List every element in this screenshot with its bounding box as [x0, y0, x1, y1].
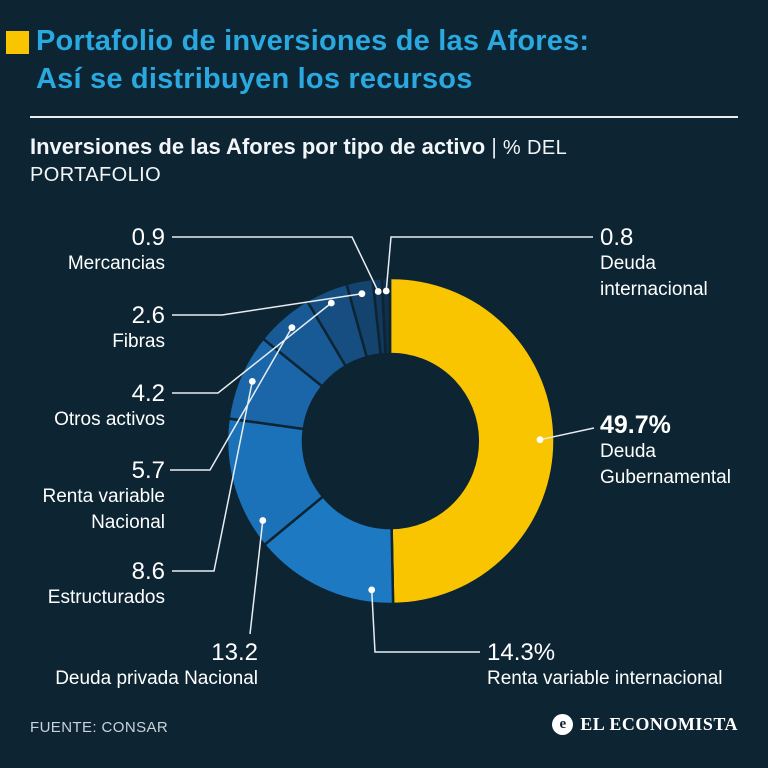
leader-dot-estructurados: [248, 378, 256, 385]
callout-label: Estructurados: [47, 587, 165, 608]
leader-dot-mercancias: [374, 288, 382, 295]
publisher-logo: e EL ECONOMISTA: [552, 714, 738, 735]
callout-estructurados: 8.6 Estructurados: [48, 558, 165, 611]
chart-title-separator: |: [491, 134, 497, 159]
source-note: FUENTE: CONSAR: [30, 719, 169, 736]
callout-value: 2.6: [131, 302, 165, 329]
leader-line-renta-variable-nacional: [170, 327, 293, 471]
callout-value: 4.2: [131, 380, 165, 407]
leader-dot-deuda-privada-nacional: [259, 517, 267, 524]
leader-dot-deuda-internacional: [382, 287, 390, 295]
callout-value: 5.7: [131, 457, 165, 484]
divider: [30, 116, 738, 118]
callout-label: Deuda internacional: [600, 253, 708, 300]
callout-deuda-internacional: 0.8 Deuda internacional: [600, 224, 708, 303]
page-title: Portafolio de inversiones de las Afores:…: [36, 25, 590, 95]
chart-title: Inversiones de las Afores por tipo de ac…: [30, 134, 567, 187]
callout-value: 0.8: [600, 224, 634, 251]
leader-line-fibras: [172, 292, 363, 316]
leader-dot-deuda-gubernamental: [536, 436, 544, 444]
callout-deuda-privada-nacional: 13.2 Deuda privada Nacional: [55, 639, 258, 692]
accent-square: [6, 31, 29, 54]
leader-line-renta-variable-internacional: [370, 589, 480, 653]
callout-label: Mercancias: [67, 253, 165, 274]
chart-title-main: Inversiones de las Afores por tipo de ac…: [30, 134, 486, 159]
callout-label: Renta variable Nacional: [42, 486, 165, 533]
el-economista-logo-icon: e: [552, 714, 574, 735]
callout-renta-variable-nacional: 5.7 Renta variable Nacional: [42, 457, 165, 536]
callout-otros-activos: 4.2 Otros activos: [54, 380, 165, 433]
publisher-name: EL ECONOMISTA: [580, 714, 738, 734]
leader-line-deuda-gubernamental: [539, 427, 595, 441]
leader-dot-fibras: [358, 290, 366, 298]
leader-line-deuda-privada-nacional: [249, 520, 264, 635]
callout-fibras: 2.6 Fibras: [112, 302, 165, 355]
chart-title-unit-line2: PORTAFOLIO: [30, 164, 162, 186]
callout-label: Deuda Gubernamental: [600, 441, 731, 488]
callout-value: 14.3%: [487, 639, 556, 666]
callout-label: Fibras: [112, 331, 165, 352]
callout-mercancias: 0.9 Mercancias: [68, 224, 165, 277]
leader-dot-renta-variable-nacional: [288, 324, 296, 331]
callout-value: 49.7%: [600, 411, 671, 439]
leader-dot-renta-variable-internacional: [368, 586, 376, 594]
callout-label: Renta variable internacional: [487, 668, 723, 689]
callout-label: Otros activos: [54, 409, 165, 430]
leader-dot-otros-activos: [327, 299, 335, 307]
donut-segment-deuda-gubernamental: [388, 276, 556, 606]
callout-label: Deuda privada Nacional: [55, 668, 258, 689]
donut-segment-deuda-internacional: [380, 276, 392, 356]
leader-line-deuda-internacional: [385, 236, 593, 292]
callout-value: 13.2: [211, 639, 258, 666]
chart-title-unit: % DEL: [502, 137, 568, 159]
leader-line-estructurados: [172, 381, 254, 572]
leader-line-mercancias: [172, 236, 379, 292]
callout-deuda-gubernamental: 49.7% Deuda Gubernamental: [600, 411, 731, 491]
callout-renta-variable-internacional: 14.3% Renta variable internacional: [487, 639, 723, 692]
leader-line-otros-activos: [172, 302, 332, 394]
callout-value: 0.9: [131, 224, 165, 251]
callout-value: 8.6: [131, 558, 165, 585]
